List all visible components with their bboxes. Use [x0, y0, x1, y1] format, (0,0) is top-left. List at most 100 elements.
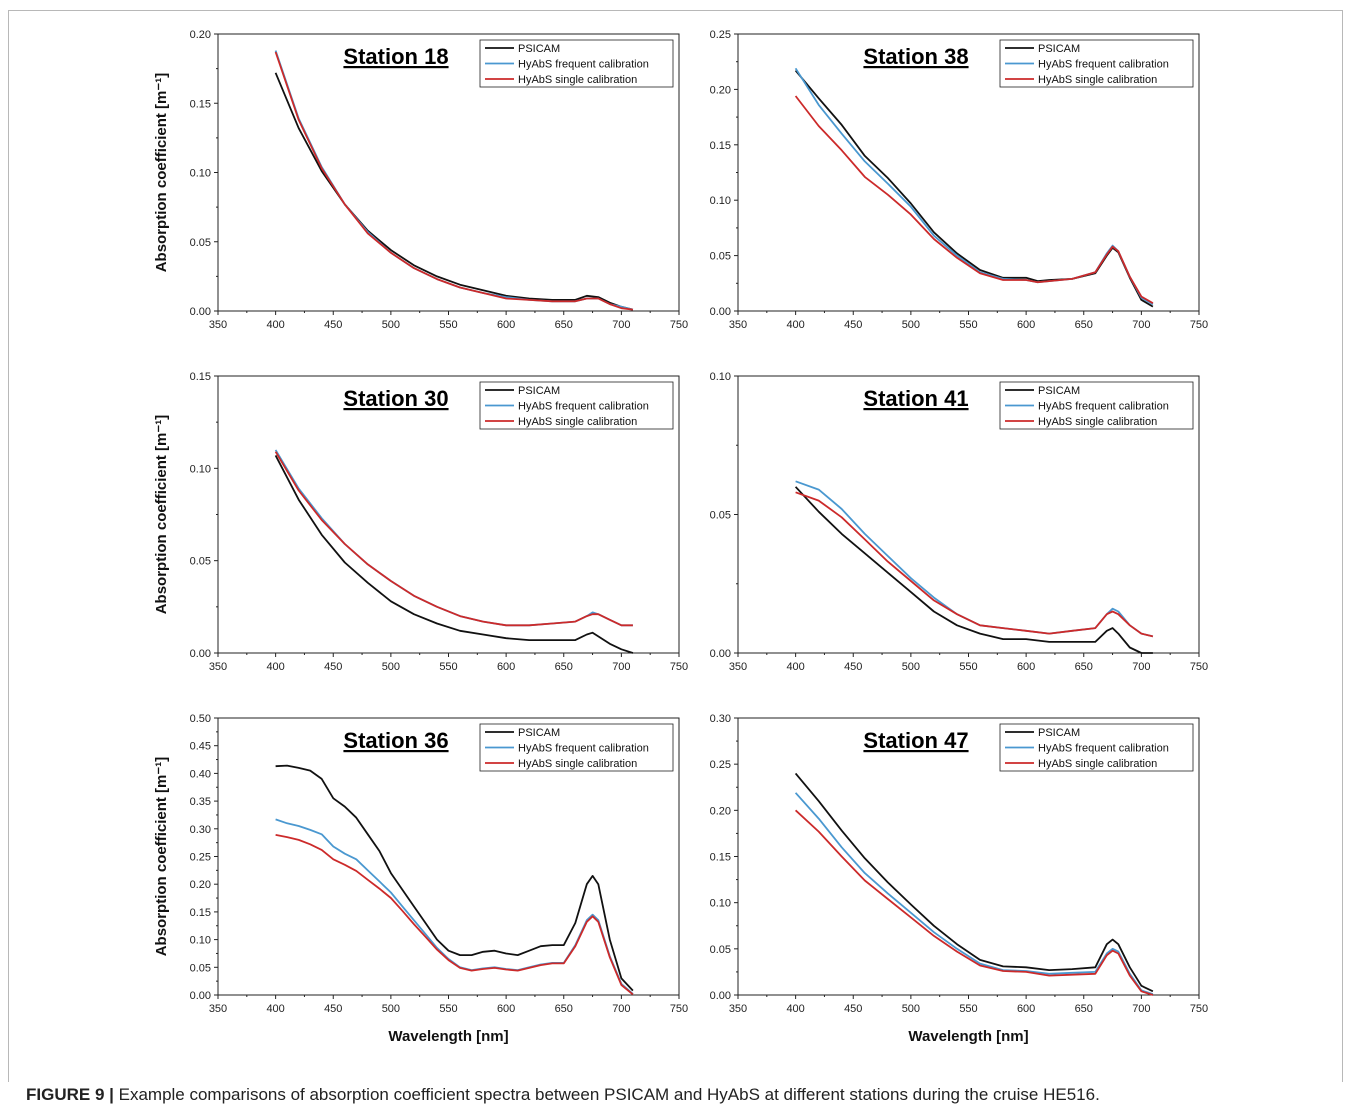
legend-entry: PSICAM	[1038, 43, 1080, 55]
x-tick-label: 700	[612, 661, 630, 673]
series-line-psicam	[794, 486, 1153, 654]
series-line-psicam	[275, 764, 634, 992]
legend-entry: HyAbS frequent calibration	[518, 401, 649, 413]
y-tick-label: 0.20	[190, 29, 211, 41]
x-tick-label: 350	[729, 661, 747, 673]
panel-title: Station 41	[863, 386, 968, 411]
panel-station-30: 350 400 450 500 550 600 650 700 750 0.00 0.05 0.10 0…	[153, 371, 688, 673]
series-line-psicam	[794, 772, 1154, 993]
y-tick-label: 0.20	[710, 805, 731, 817]
y-tick-label: 0.10	[190, 463, 211, 475]
legend-entry: HyAbS single calibration	[1038, 416, 1157, 428]
y-tick-label: 0.50	[190, 713, 211, 725]
x-tick-label: 550	[439, 319, 457, 331]
y-tick-label: 0.05	[710, 944, 731, 956]
panel-title: Station 18	[343, 44, 448, 69]
x-tick-label: 700	[612, 1003, 630, 1015]
x-tick-label: 500	[902, 661, 920, 673]
legend-entry: PSICAM	[518, 727, 560, 739]
y-tick-label: 0.15	[710, 140, 731, 152]
y-tick-label: 0.25	[190, 852, 211, 864]
x-tick-label: 600	[1017, 319, 1035, 331]
panel-station-41: 350 400 450 500 550 600 650 700 750 0.00 0.05 0.10 S…	[710, 371, 1209, 673]
x-tick-label: 350	[729, 1003, 747, 1015]
caption-label: FIGURE 9 |	[26, 1085, 114, 1104]
y-tick-label: 0.25	[710, 759, 731, 771]
y-tick-label: 0.45	[190, 741, 211, 753]
figure-frame	[8, 10, 1343, 1082]
legend-entry: HyAbS frequent calibration	[518, 743, 649, 755]
series-line-hyabs-single-calibration	[275, 834, 634, 996]
y-tick-label: 0.00	[710, 306, 731, 318]
y-tick-label: 0.30	[190, 824, 211, 836]
x-tick-label: 500	[902, 319, 920, 331]
series-line-hyabs-single-calibration	[794, 809, 1154, 996]
y-tick-label: 0.30	[710, 713, 731, 725]
panel-station-36: 350 400 450 500 550 600 650 700 750 0.00 0.05 0.10 0…	[153, 713, 688, 1045]
x-tick-label: 400	[266, 319, 284, 331]
x-tick-label: 600	[1017, 661, 1035, 673]
x-tick-label: 450	[844, 661, 862, 673]
x-tick-label: 750	[670, 1003, 688, 1015]
x-tick-label: 550	[959, 1003, 977, 1015]
y-axis-title: Absorption coefficient [m⁻¹]	[153, 73, 170, 273]
y-tick-label: 0.05	[190, 962, 211, 974]
x-tick-label: 700	[1132, 661, 1150, 673]
panel-title: Station 38	[863, 44, 968, 69]
y-tick-label: 0.15	[190, 907, 211, 919]
panel-title: Station 30	[343, 386, 448, 411]
y-tick-label: 0.15	[710, 852, 731, 864]
legend-entry: HyAbS frequent calibration	[1038, 59, 1169, 71]
y-tick-label: 0.05	[710, 510, 731, 522]
legend-entry: PSICAM	[518, 385, 560, 397]
x-axis-title: Wavelength [nm]	[388, 1028, 508, 1045]
y-tick-label: 0.20	[190, 879, 211, 891]
y-tick-label: 0.00	[190, 990, 211, 1002]
panel-title: Station 47	[863, 728, 968, 753]
series-line-hyabs-single-calibration	[794, 95, 1154, 304]
series-line-hyabs-frequent-calibration	[794, 792, 1154, 995]
x-tick-label: 550	[439, 661, 457, 673]
x-tick-label: 550	[959, 319, 977, 331]
x-tick-label: 450	[844, 319, 862, 331]
x-tick-label: 400	[266, 661, 284, 673]
y-tick-label: 0.10	[190, 935, 211, 947]
x-tick-label: 350	[729, 319, 747, 331]
legend-entry: HyAbS single calibration	[518, 758, 637, 770]
legend-entry: PSICAM	[518, 43, 560, 55]
y-tick-label: 0.40	[190, 768, 211, 780]
y-tick-label: 0.00	[710, 648, 731, 660]
series-line-hyabs-single-calibration	[795, 491, 1154, 638]
legend-entry: HyAbS single calibration	[1038, 758, 1157, 770]
x-tick-label: 350	[209, 661, 227, 673]
x-tick-label: 750	[670, 319, 688, 331]
x-tick-label: 750	[670, 661, 688, 673]
y-tick-label: 0.15	[190, 98, 211, 110]
legend-entry: HyAbS single calibration	[518, 74, 637, 86]
x-tick-label: 600	[497, 1003, 515, 1015]
x-tick-label: 550	[439, 1003, 457, 1015]
series-line-hyabs-single-calibration	[274, 51, 634, 311]
panel-station-38: 350 400 450 500 550 600 650 700 750 0.00 0.05 0.10 0…	[710, 29, 1209, 331]
x-tick-label: 450	[324, 1003, 342, 1015]
y-tick-label: 0.20	[710, 84, 731, 96]
x-tick-label: 350	[209, 1003, 227, 1015]
x-tick-label: 600	[497, 319, 515, 331]
panel-station-47: 350 400 450 500 550 600 650 700 750 0.00 0.05 0.10 0…	[710, 713, 1209, 1045]
series-line-hyabs-frequent-calibration	[274, 449, 633, 627]
y-tick-label: 0.25	[710, 29, 731, 41]
x-tick-label: 400	[786, 661, 804, 673]
x-tick-label: 500	[902, 1003, 920, 1015]
x-tick-label: 750	[1190, 319, 1208, 331]
legend-entry: HyAbS frequent calibration	[518, 59, 649, 71]
y-tick-label: 0.05	[710, 251, 731, 263]
x-tick-label: 700	[612, 319, 630, 331]
x-tick-label: 500	[382, 319, 400, 331]
y-tick-label: 0.00	[190, 648, 211, 660]
y-axis-title: Absorption coefficient [m⁻¹]	[153, 415, 170, 615]
x-tick-label: 750	[1190, 1003, 1208, 1015]
x-tick-label: 550	[959, 661, 977, 673]
x-tick-label: 500	[382, 1003, 400, 1015]
y-tick-label: 0.35	[190, 796, 211, 808]
series-line-hyabs-single-calibration	[274, 451, 633, 627]
